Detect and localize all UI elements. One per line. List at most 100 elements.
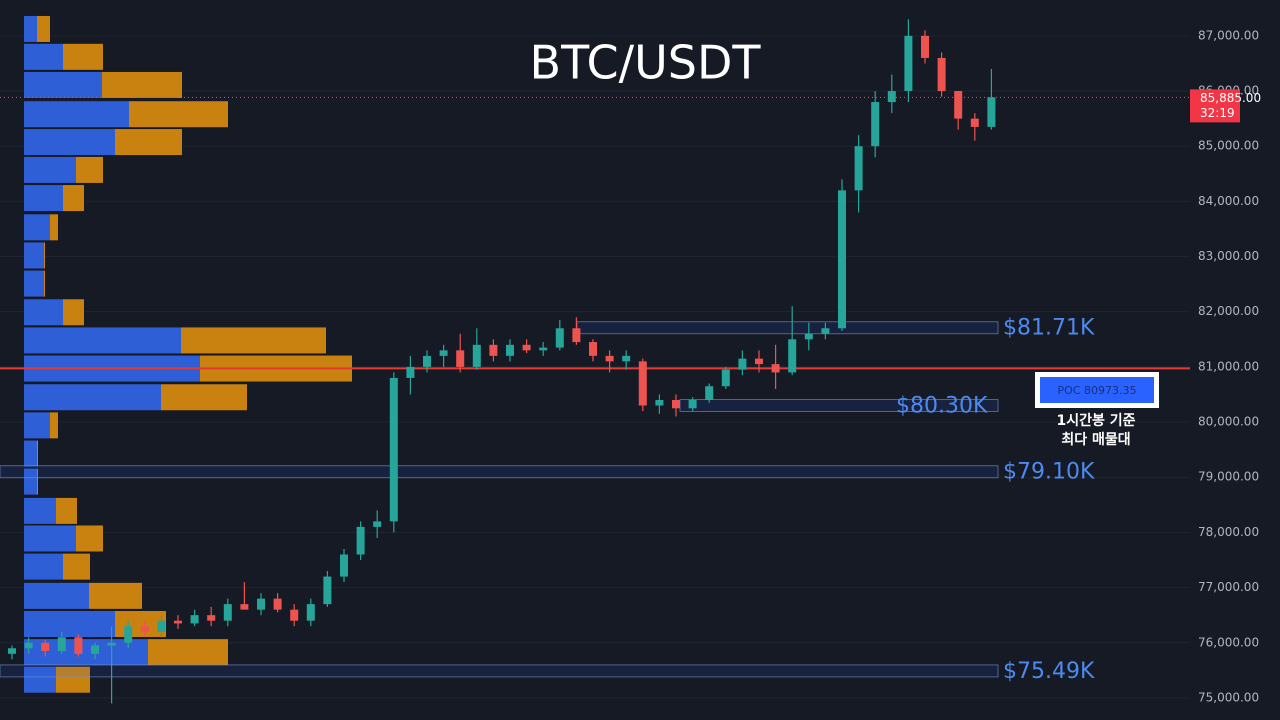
candle-body xyxy=(854,146,863,191)
candle-body xyxy=(705,386,714,400)
profile-sell xyxy=(37,15,50,42)
profile-buy xyxy=(24,299,63,326)
y-tick-label: 85,000.00 xyxy=(1198,139,1259,153)
candle-body xyxy=(887,91,896,103)
profile-buy xyxy=(24,611,115,637)
profile-sell xyxy=(56,497,77,524)
candle-body xyxy=(804,333,813,340)
level-label: $81.71K xyxy=(1003,316,1095,341)
profile-sell xyxy=(161,384,247,411)
profile-sell xyxy=(76,525,103,552)
candle-body xyxy=(74,637,83,654)
candle-body xyxy=(423,355,431,367)
profile-buy xyxy=(24,553,63,580)
candle-body xyxy=(406,366,415,378)
profile-buy xyxy=(24,412,50,439)
candle-body xyxy=(622,355,631,362)
profile-buy xyxy=(24,242,44,269)
candle-body xyxy=(373,521,382,527)
candle-body xyxy=(904,35,913,92)
profile-buy xyxy=(24,270,44,297)
candle-body xyxy=(489,344,498,356)
chart-title: BTC/USDT xyxy=(530,36,762,90)
candle-body xyxy=(721,369,730,387)
candle-body xyxy=(356,526,365,555)
candle-body xyxy=(771,364,780,373)
y-tick-label: 77,000.00 xyxy=(1198,580,1259,594)
candle-body xyxy=(190,615,199,624)
profile-sell xyxy=(44,242,45,269)
candle-body xyxy=(937,57,946,92)
candle-body xyxy=(572,328,581,343)
profile-buy xyxy=(24,214,50,241)
y-tick-label: 84,000.00 xyxy=(1198,194,1259,208)
candle-body xyxy=(871,102,880,147)
profile-sell xyxy=(50,214,58,241)
profile-sell xyxy=(56,666,90,693)
profile-sell xyxy=(50,412,58,439)
profile-buy xyxy=(24,101,129,128)
candle-body xyxy=(970,118,979,127)
candle-body xyxy=(688,400,697,409)
profile-buy xyxy=(24,440,37,467)
profile-buy xyxy=(24,582,89,609)
candle-body xyxy=(921,35,929,58)
candle-body xyxy=(738,358,747,370)
candle-body xyxy=(290,609,299,621)
candle-body xyxy=(555,328,564,348)
candle-body xyxy=(472,344,481,367)
profile-buy xyxy=(24,468,37,495)
profile-sell xyxy=(44,270,45,297)
candle-body xyxy=(456,350,465,367)
level-zone xyxy=(576,321,999,335)
profile-buy xyxy=(24,71,102,98)
candle-body xyxy=(838,190,846,329)
candle-body xyxy=(638,361,647,406)
candle-body xyxy=(755,358,763,365)
candle-body xyxy=(257,598,265,610)
y-tick-label: 75,000.00 xyxy=(1198,690,1259,704)
candle-body xyxy=(954,91,963,119)
profile-buy xyxy=(24,43,63,70)
candle-body xyxy=(91,645,99,654)
profile-buy xyxy=(24,185,63,212)
profile-sell xyxy=(129,101,228,128)
candle-body xyxy=(107,642,116,646)
y-tick-label: 87,000.00 xyxy=(1198,28,1259,42)
profile-sell xyxy=(63,43,103,70)
poc-label: POC 80973.35 xyxy=(1058,384,1137,397)
y-tick-label: 81,000.00 xyxy=(1198,359,1259,373)
profile-sell xyxy=(63,553,90,580)
candle-body xyxy=(788,339,797,373)
candle-body xyxy=(987,97,996,127)
candle-body xyxy=(539,347,548,351)
candle-body xyxy=(439,350,448,356)
y-tick-label: 78,000.00 xyxy=(1198,525,1259,539)
candle-body xyxy=(506,344,514,356)
level-label: $75.49K xyxy=(1003,659,1095,684)
candle-body xyxy=(57,637,66,652)
candle-body xyxy=(522,344,531,351)
y-tick-label: 80,000.00 xyxy=(1198,415,1259,429)
annotation: 최다 매물대 xyxy=(1061,432,1130,448)
profile-sell xyxy=(148,639,228,666)
profile-sell xyxy=(63,185,84,212)
level-label: $80.30K xyxy=(896,394,988,419)
candle-body xyxy=(672,400,680,409)
profile-sell xyxy=(76,156,103,183)
candle-body xyxy=(323,576,332,605)
candle-body xyxy=(124,626,133,643)
profile-sell xyxy=(37,440,38,467)
y-tick-label: 79,000.00 xyxy=(1198,470,1259,484)
candle-body xyxy=(174,620,182,624)
profile-sell xyxy=(181,327,326,354)
candle-body xyxy=(389,377,398,522)
profile-buy xyxy=(24,15,37,42)
level-zone xyxy=(0,664,999,678)
profile-sell xyxy=(115,129,182,156)
candle-body xyxy=(240,604,249,610)
profile-sell xyxy=(89,582,142,609)
y-tick-label: 82,000.00 xyxy=(1198,304,1259,318)
last-price-tag xyxy=(1190,89,1240,123)
